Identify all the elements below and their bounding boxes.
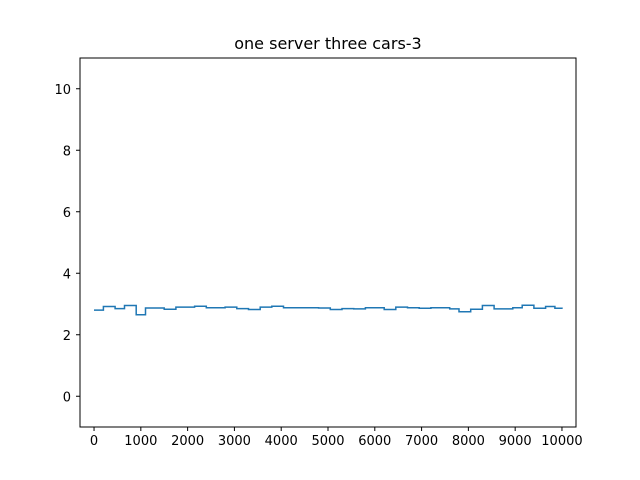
x-tick-label: 10000	[541, 434, 582, 449]
y-tick-label: 10	[54, 83, 71, 98]
chart-title: one server three cars-3	[234, 34, 421, 53]
x-tick-label: 5000	[311, 434, 344, 449]
x-tick-label: 8000	[452, 434, 485, 449]
y-tick-label: 8	[63, 144, 71, 159]
x-tick-label: 4000	[265, 434, 298, 449]
x-tick-label: 9000	[499, 434, 532, 449]
y-tick-label: 0	[63, 390, 71, 405]
x-tick-label: 3000	[218, 434, 251, 449]
y-tick-label: 6	[63, 206, 71, 221]
y-tick-label: 4	[63, 267, 71, 282]
x-tick-label: 2000	[171, 434, 204, 449]
plot-layer: 0 1000 2000 3000 4000 5000 6000 7000 8000 9000 100…	[54, 83, 582, 449]
y-tick-label: 2	[63, 329, 71, 344]
x-tick-label: 0	[90, 434, 98, 449]
plot-frame	[79, 57, 577, 428]
x-tick-label: 7000	[405, 434, 438, 449]
x-tick-label: 1000	[124, 434, 157, 449]
x-tick-label: 6000	[358, 434, 391, 449]
series-line	[94, 304, 563, 316]
